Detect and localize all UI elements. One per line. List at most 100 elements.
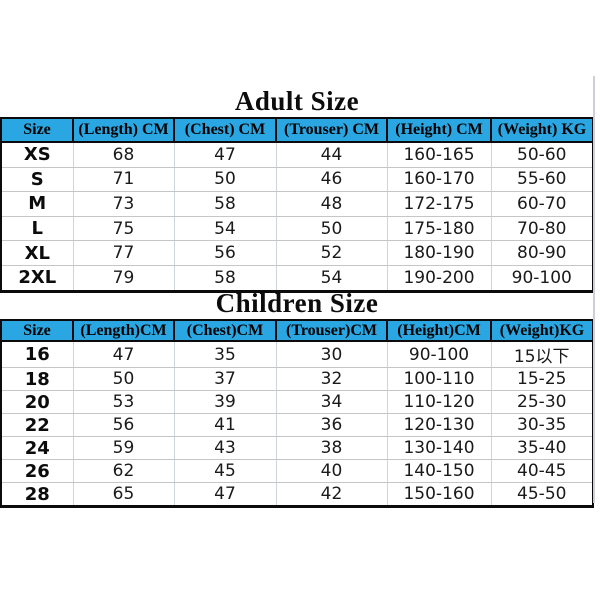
table-row: 2XL 79 58 54 190-200 90-100 — [1, 265, 593, 292]
length-cell: 56 — [73, 413, 175, 437]
length-cell: 62 — [73, 459, 175, 483]
length-cell: 65 — [73, 482, 175, 507]
weight-cell: 25-30 — [491, 390, 593, 414]
height-cell: 120-130 — [387, 413, 492, 437]
length-cell: 47 — [73, 341, 175, 368]
length-cell: 79 — [73, 265, 175, 292]
adult-header-row: Size (Length) CM (Chest) CM (Trouser) CM… — [0, 117, 594, 143]
chest-cell: 47 — [174, 482, 277, 507]
size-cell: 28 — [1, 482, 74, 507]
column-header-size: Size — [0, 117, 74, 143]
height-cell: 110-120 — [387, 390, 492, 414]
column-header-height: (Height)CM — [386, 319, 492, 342]
chest-cell: 56 — [174, 240, 277, 266]
size-cell: 18 — [1, 367, 74, 391]
chest-cell: 50 — [174, 167, 277, 193]
weight-cell: 15以下 — [491, 341, 593, 368]
length-cell: 75 — [73, 216, 175, 242]
trouser-cell: 32 — [276, 367, 388, 391]
weight-cell: 80-90 — [491, 240, 593, 266]
weight-cell: 15-25 — [491, 367, 593, 391]
column-header-length: (Length) CM — [72, 117, 175, 143]
weight-cell: 45-50 — [517, 484, 567, 504]
chest-cell: 43 — [174, 436, 277, 460]
size-cell: L — [1, 216, 74, 242]
size-cell: S — [1, 167, 74, 193]
children-header-row: Size (Length)CM (Chest)CM (Trouser)CM (H… — [0, 319, 594, 342]
weight-cell: 60-70 — [491, 191, 593, 217]
trouser-cell: 52 — [276, 240, 388, 266]
length-cell: 68 — [73, 142, 175, 168]
trouser-cell: 30 — [276, 341, 388, 368]
column-header-weight: (Weight) KG — [490, 117, 594, 143]
adult-size-title: Adult Size — [234, 86, 360, 116]
weight-cell: 90-100 — [511, 267, 572, 288]
weight-cell: 35-40 — [491, 436, 593, 460]
trouser-cell: 46 — [276, 167, 388, 193]
table-row: XL 77 56 52 180-190 80-90 — [1, 240, 593, 266]
chest-cell: 35 — [174, 341, 277, 368]
trouser-cell: 42 — [276, 482, 388, 507]
table-row: 28 65 47 42 150-160 45-50 — [1, 482, 593, 507]
height-cell: 150-160 — [387, 482, 492, 507]
trouser-cell: 34 — [276, 390, 388, 414]
length-cell: 59 — [73, 436, 175, 460]
size-cell: 26 — [1, 459, 74, 483]
height-cell: 130-140 — [387, 436, 492, 460]
trouser-cell: 38 — [276, 436, 388, 460]
chest-cell: 41 — [174, 413, 277, 437]
chest-cell: 45 — [174, 459, 277, 483]
column-header-trouser: (Trouser) CM — [275, 117, 388, 143]
size-cell: 24 — [1, 436, 74, 460]
size-cell: 20 — [1, 390, 74, 414]
table-row: 24 59 43 38 130-140 35-40 — [1, 436, 593, 460]
trouser-cell: 44 — [276, 142, 388, 168]
table-row: 22 56 41 36 120-130 30-35 — [1, 413, 593, 437]
height-cell: 160-170 — [387, 167, 492, 193]
right-edge-line — [593, 76, 595, 503]
column-header-height: (Height) CM — [386, 117, 492, 143]
table-row: L 75 54 50 175-180 70-80 — [1, 216, 593, 242]
chest-cell: 47 — [174, 142, 277, 168]
column-header-trouser: (Trouser)CM — [275, 319, 388, 342]
size-cell: M — [1, 191, 74, 217]
trouser-cell: 48 — [276, 191, 388, 217]
size-cell: XS — [1, 142, 74, 168]
trouser-cell: 36 — [276, 413, 388, 437]
weight-cell: 55-60 — [491, 167, 593, 193]
length-cell: 53 — [73, 390, 175, 414]
chest-cell: 37 — [174, 367, 277, 391]
table-row: 16 47 35 30 90-100 15以下 — [1, 341, 593, 368]
height-cell: 172-175 — [387, 191, 492, 217]
length-cell: 73 — [73, 191, 175, 217]
table-row: 18 50 37 32 100-110 15-25 — [1, 367, 593, 391]
column-header-weight: (Weight)KG — [490, 319, 594, 342]
size-cell: 16 — [1, 341, 74, 368]
column-header-chest: (Chest) CM — [173, 117, 277, 143]
column-header-size: Size — [0, 319, 74, 342]
adult-size-table: Size (Length) CM (Chest) CM (Trouser) CM… — [0, 117, 594, 293]
height-cell: 190-200 — [387, 265, 492, 292]
height-cell: 140-150 — [387, 459, 492, 483]
table-row: M 73 58 48 172-175 60-70 — [1, 191, 593, 217]
table-row: 20 53 39 34 110-120 25-30 — [1, 390, 593, 414]
trouser-cell: 40 — [276, 459, 388, 483]
children-size-table: Size (Length)CM (Chest)CM (Trouser)CM (H… — [0, 319, 594, 508]
weight-cell: 30-35 — [491, 413, 593, 437]
weight-cell: 50-60 — [491, 142, 593, 168]
chest-cell: 54 — [174, 216, 277, 242]
children-size-title: Children Size — [215, 288, 379, 318]
chest-cell: 58 — [174, 265, 277, 292]
trouser-cell: 54 — [276, 265, 388, 292]
column-header-length: (Length)CM — [72, 319, 175, 342]
table-row: 26 62 45 40 140-150 40-45 — [1, 459, 593, 483]
weight-cell: 70-80 — [491, 216, 593, 242]
chest-cell: 39 — [174, 390, 277, 414]
length-cell: 71 — [73, 167, 175, 193]
size-cell: XL — [1, 240, 74, 266]
size-cell: 22 — [1, 413, 74, 437]
height-cell: 160-165 — [387, 142, 492, 168]
height-cell: 100-110 — [387, 367, 492, 391]
height-cell: 90-100 — [387, 341, 492, 368]
